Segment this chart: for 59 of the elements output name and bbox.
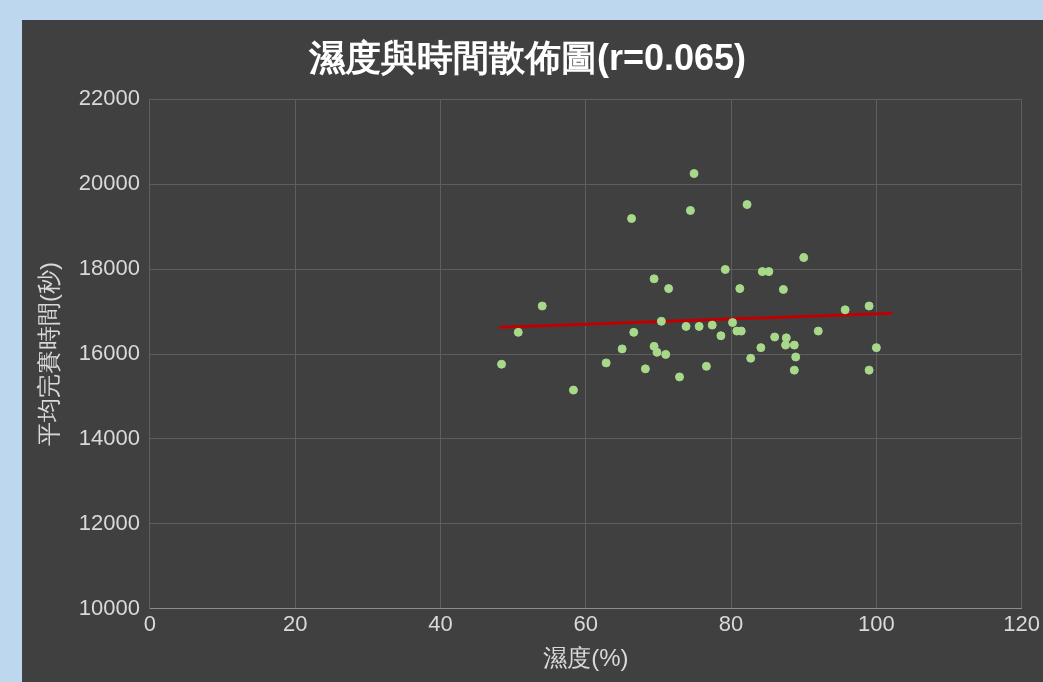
point — [640, 364, 650, 374]
point — [813, 326, 823, 336]
y-axis-title: 平均完賽時間(秒) — [35, 262, 63, 446]
point — [652, 347, 662, 357]
point — [601, 358, 611, 368]
point — [716, 331, 726, 341]
point — [781, 340, 791, 350]
x-tick-label: 20 — [283, 611, 308, 637]
point — [742, 200, 752, 210]
x-tick-label: 80 — [718, 611, 744, 637]
point — [778, 284, 788, 294]
y-tick-label: 14000 — [78, 425, 140, 450]
point — [799, 253, 809, 263]
point — [735, 284, 745, 294]
point — [681, 321, 691, 331]
point — [720, 264, 730, 274]
x-tick-label: 40 — [428, 611, 453, 637]
point — [513, 327, 523, 337]
point — [701, 361, 711, 371]
x-axis-title: 濕度(%) — [543, 644, 629, 672]
point — [840, 305, 850, 315]
y-tick-label: 12000 — [78, 509, 140, 535]
point — [661, 349, 671, 359]
point — [756, 343, 766, 353]
point — [617, 344, 627, 354]
point — [627, 214, 637, 224]
point — [781, 333, 791, 343]
point — [689, 169, 699, 179]
point — [568, 385, 578, 395]
point — [685, 205, 695, 215]
y-tick-label: 10000 — [78, 594, 140, 620]
x-tick-label: 0 — [143, 611, 157, 637]
point — [675, 372, 685, 382]
x-tick-label: 60 — [573, 611, 599, 637]
y-tick-label: 16000 — [78, 340, 140, 366]
point — [656, 316, 666, 326]
point — [694, 321, 704, 331]
point — [649, 274, 659, 284]
chart-title: 濕度與時間散佈圖(r=0.065) — [307, 36, 747, 78]
point — [664, 284, 674, 294]
x-tick-label: 100 — [858, 611, 895, 637]
point — [764, 267, 774, 277]
point — [707, 320, 717, 330]
point — [770, 332, 780, 342]
point — [629, 327, 639, 337]
point — [537, 301, 547, 311]
point — [728, 318, 738, 328]
y-tick-label: 18000 — [78, 255, 140, 281]
point — [789, 340, 799, 350]
y-tick-label: 22000 — [78, 85, 140, 111]
point — [864, 365, 874, 375]
point — [864, 301, 874, 311]
point — [789, 365, 799, 375]
y-tick-label: 20000 — [78, 170, 140, 196]
point — [791, 352, 801, 362]
point — [746, 353, 756, 363]
x-tick-label: 120 — [1003, 611, 1041, 637]
point — [497, 359, 507, 369]
point — [871, 343, 881, 353]
